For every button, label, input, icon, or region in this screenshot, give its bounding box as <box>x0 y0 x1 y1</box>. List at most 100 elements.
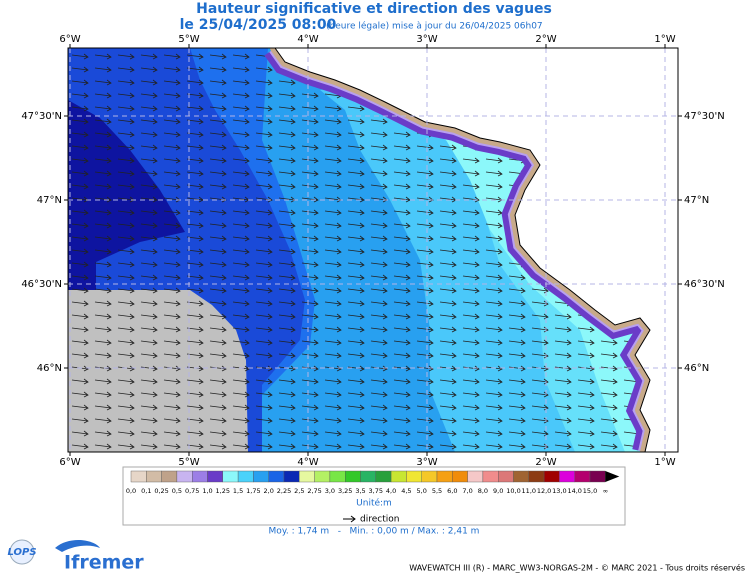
wave-arrow <box>117 248 135 255</box>
wave-arrow <box>255 404 273 411</box>
wave-arrow <box>347 248 365 255</box>
wave-arrow <box>462 313 480 320</box>
wave-arrow <box>370 183 388 190</box>
wave-arrow <box>186 300 204 307</box>
wave-arrow <box>301 339 319 346</box>
color-cell <box>283 470 300 483</box>
wave-arrow <box>186 417 204 424</box>
wave-arrow <box>71 170 89 177</box>
wave-arrow <box>140 261 158 268</box>
wave-arrow <box>186 339 204 346</box>
wave-arrow <box>255 313 273 320</box>
wave-arrow <box>278 183 296 190</box>
direction-arrow <box>343 515 356 523</box>
wave-arrow <box>255 300 273 307</box>
wave-arrow <box>485 443 503 450</box>
wave-arrow <box>462 235 480 242</box>
wave-arrow <box>278 300 296 307</box>
wave-arrow <box>393 352 411 359</box>
wave-arrow <box>301 443 319 450</box>
wave-arrow <box>347 430 365 437</box>
wave-arrow <box>255 209 273 216</box>
wave-arrow <box>324 235 342 242</box>
wave-arrow <box>439 248 457 255</box>
lon-label: 2°W <box>535 457 556 468</box>
wave-arrow <box>531 391 549 398</box>
wave-arrow <box>140 92 158 99</box>
wave-arrow <box>324 209 342 216</box>
wave-arrow <box>232 157 250 164</box>
wave-arrow <box>370 313 388 320</box>
wave-arrow <box>577 326 595 333</box>
wave-arrow <box>94 183 112 190</box>
wave-arrow <box>94 79 112 86</box>
wave-arrow <box>485 170 503 177</box>
wave-arrow <box>209 131 227 138</box>
wave-arrow <box>163 53 181 60</box>
lat-label: 46°N <box>684 363 709 374</box>
wave-arrow <box>71 443 89 450</box>
wave-arrow <box>324 352 342 359</box>
wave-arrow <box>140 144 158 151</box>
wave-arrow <box>531 287 549 294</box>
wave-arrow <box>278 391 296 398</box>
wave-arrow <box>71 274 89 281</box>
wave-arrow <box>117 66 135 73</box>
wave-arrow <box>301 365 319 372</box>
wave-arrow <box>117 417 135 424</box>
legend-label: 3,75 <box>369 487 383 495</box>
wave-arrow <box>232 261 250 268</box>
color-cell <box>299 470 315 483</box>
wave-arrow <box>370 144 388 151</box>
wave-arrow <box>232 235 250 242</box>
wave-arrow <box>301 235 319 242</box>
wave-arrow <box>94 378 112 385</box>
wave-arrow <box>232 430 250 437</box>
wave-arrow <box>301 313 319 320</box>
wave-arrow <box>508 391 526 398</box>
wave-arrow <box>439 144 457 151</box>
wave-arrow <box>232 118 250 125</box>
wave-arrow <box>71 79 89 86</box>
wave-arrow <box>94 365 112 372</box>
color-cell <box>207 470 224 483</box>
legend-label: 10,0 <box>506 487 520 495</box>
wave-arrow <box>462 274 480 281</box>
wave-arrow <box>324 443 342 450</box>
wave-arrow <box>600 404 618 411</box>
wave-arrow <box>462 326 480 333</box>
colorbar: 0,0 0,1 0,25 0,5 0,75 1,0 1,25 1,5 1,75 2,0 2,25 2,… <box>126 470 620 495</box>
wave-arrow <box>186 79 204 86</box>
wave-arrow <box>324 391 342 398</box>
wave-arrow <box>508 430 526 437</box>
wave-arrow <box>232 352 250 359</box>
wave-arrow <box>324 157 342 164</box>
wave-arrow <box>439 443 457 450</box>
wave-arrow <box>416 326 434 333</box>
wave-arrow <box>370 248 388 255</box>
wave-arrow <box>554 443 572 450</box>
wave-arrow <box>577 443 595 450</box>
wave-arrow <box>94 170 112 177</box>
wave-arrow <box>94 404 112 411</box>
wave-arrow <box>209 443 227 450</box>
legend-label: 3,25 <box>338 487 352 495</box>
wave-arrow <box>278 352 296 359</box>
wave-arrow <box>485 222 503 229</box>
wave-arrow <box>393 339 411 346</box>
wave-arrow <box>163 391 181 398</box>
wave-arrow <box>163 66 181 73</box>
wave-arrow <box>416 209 434 216</box>
lon-label: 3°W <box>416 34 437 45</box>
wave-arrow <box>301 300 319 307</box>
wave-arrow <box>278 404 296 411</box>
wave-arrow <box>393 183 411 190</box>
wave-arrow <box>71 352 89 359</box>
wave-arrow <box>140 287 158 294</box>
wave-arrow <box>255 105 273 112</box>
wave-arrow <box>232 287 250 294</box>
wave-arrow <box>439 222 457 229</box>
wave-arrow <box>255 157 273 164</box>
wave-arrow <box>301 352 319 359</box>
